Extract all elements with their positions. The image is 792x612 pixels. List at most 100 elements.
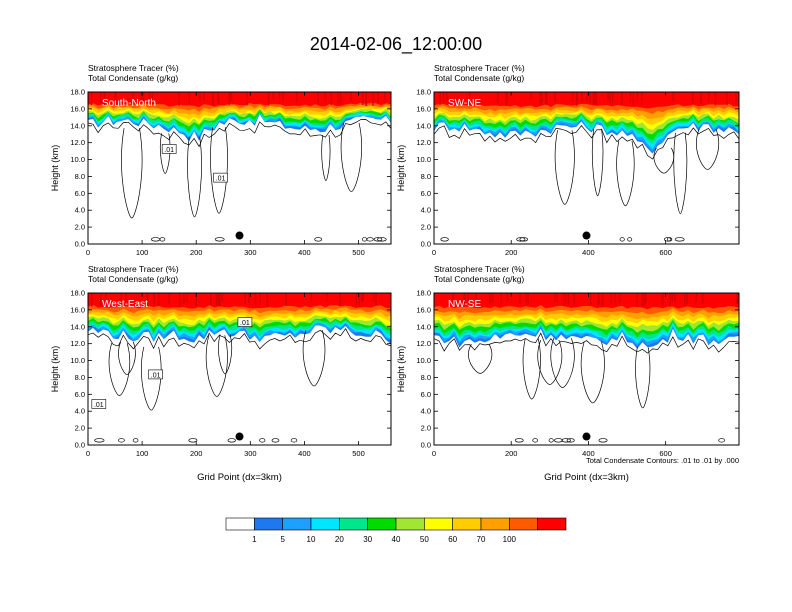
colorbar-label: 20 — [335, 535, 344, 544]
tracer-streak — [203, 92, 205, 101]
colorbar-swatch — [310, 517, 340, 531]
x-tick-label: 500 — [352, 248, 365, 257]
tracer-streak — [474, 293, 477, 302]
tracer-streak — [124, 293, 127, 305]
contour-label: .01 — [94, 402, 104, 409]
tracer-streak — [217, 293, 220, 307]
x-tick-label: 0 — [432, 449, 436, 458]
contour-line — [88, 119, 391, 148]
tracer-streak — [350, 92, 352, 102]
contour-label-box — [91, 399, 107, 409]
y-tick-label: 2.0 — [421, 223, 431, 232]
tracer-streak — [562, 293, 565, 306]
contour-label: .01 — [240, 320, 250, 327]
condensate-contours — [434, 332, 739, 443]
tracer-streak — [339, 293, 341, 307]
y-tick-label: 18.0 — [416, 88, 431, 97]
tracer-streak — [168, 293, 170, 304]
panel-sw-ne: Stratosphere Tracer (%)Total Condensate … — [396, 63, 740, 257]
tracer-streak — [629, 92, 632, 102]
tracer-streak — [618, 293, 621, 303]
y-tick-label: 18.0 — [70, 289, 85, 298]
y-tick-label: 12.0 — [70, 339, 85, 348]
tracer-streak — [601, 293, 604, 307]
contour-line — [627, 237, 633, 242]
tracer-streak — [607, 92, 609, 101]
y-tick-label: 8.0 — [75, 373, 85, 382]
contour-line — [635, 347, 651, 409]
colorbar-swatch — [225, 517, 255, 531]
tracer-streak — [700, 92, 702, 105]
contour-line — [519, 237, 529, 242]
colorbar-label: 70 — [477, 535, 486, 544]
contour-line — [580, 341, 605, 404]
tracer-streak — [244, 293, 246, 304]
y-tick-label: 14.0 — [70, 121, 85, 130]
colorbar-swatch — [339, 517, 368, 531]
y-tick-label: 6.0 — [421, 390, 431, 399]
tracer-streak — [282, 92, 284, 101]
tracer-streak — [219, 293, 221, 307]
y-tick-label: 18.0 — [70, 88, 85, 97]
tracer-streak — [556, 293, 558, 302]
x-tick-label: 200 — [505, 248, 518, 257]
x-axis-label: Grid Point (dx=3km) — [197, 472, 282, 483]
panel-title-line: Stratosphere Tracer (%) — [88, 63, 179, 73]
tracer-streak — [358, 293, 361, 307]
tracer-streak — [362, 293, 364, 302]
tracer-streak — [683, 293, 686, 307]
tracer-streak — [99, 293, 102, 307]
y-tick-label: 4.0 — [75, 407, 85, 416]
x-tick-label: 400 — [298, 248, 311, 257]
x-tick-label: 400 — [298, 449, 311, 458]
contour-line — [434, 332, 739, 354]
panel-label: West-East — [102, 299, 148, 310]
tracer-streak — [90, 92, 93, 106]
contour-line — [522, 338, 541, 400]
tracer-streak — [645, 293, 647, 303]
contour-line — [290, 438, 298, 443]
tracer-streak — [339, 92, 342, 104]
tracer-streak — [199, 92, 201, 103]
tracer-streak — [326, 293, 328, 302]
condensate-contours — [88, 328, 391, 443]
y-tick-label: 12.0 — [416, 138, 431, 147]
contour-line — [218, 334, 233, 375]
tracer-streak — [636, 293, 638, 307]
contour-label: .01 — [164, 147, 174, 154]
x-tick-label: 200 — [505, 449, 518, 458]
tracer-streak — [355, 293, 358, 306]
y-axis-label: Height (km) — [396, 346, 406, 393]
tracer-streak — [120, 293, 123, 305]
y-axis-label: Height (km) — [396, 145, 406, 192]
contour-line — [118, 438, 125, 443]
tracer-streak — [285, 293, 287, 306]
tracer-streak — [151, 92, 153, 105]
contour-label: .01 — [151, 372, 161, 379]
contour-line — [548, 438, 554, 443]
y-tick-label: 8.0 — [75, 172, 85, 181]
y-tick-label: 4.0 — [421, 407, 431, 416]
tracer-streak — [707, 92, 710, 102]
tracer-streak — [221, 293, 223, 302]
tracer-streak — [212, 92, 214, 106]
tracer-streak — [310, 293, 313, 303]
tracer-streak — [669, 293, 671, 307]
tracer-streak — [506, 293, 509, 302]
contour-line — [94, 438, 105, 443]
panel-title-line: Total Condensate (g/kg) — [88, 274, 178, 284]
tracer-streak — [146, 293, 149, 307]
colorbar-swatch — [537, 517, 567, 531]
panel-label: SW-NE — [448, 98, 481, 109]
colorbar-label: 40 — [392, 535, 401, 544]
tracer-band — [88, 92, 391, 108]
panel-title-line: Total Condensate (g/kg) — [88, 73, 178, 83]
tracer-streak — [530, 92, 533, 101]
tracer-streak — [259, 293, 261, 306]
tracer-streak — [609, 92, 611, 103]
tracer-streak — [610, 293, 613, 304]
x-tick-label: 0 — [86, 449, 90, 458]
y-tick-label: 16.0 — [70, 305, 85, 314]
colorbar-swatch — [367, 517, 397, 531]
